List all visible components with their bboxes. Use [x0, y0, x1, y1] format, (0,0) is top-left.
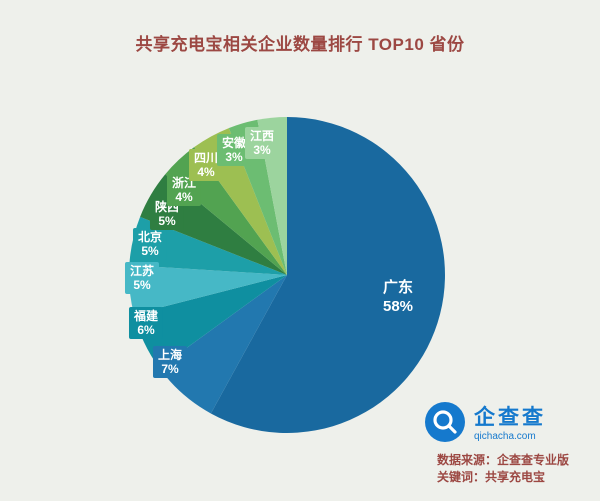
chart-title: 共享充电宝相关企业数量排行 TOP10 省份: [135, 35, 465, 54]
slice-label-江西: 江西 3%: [244, 127, 280, 159]
brand-block: 企查查 qichacha.com: [424, 401, 546, 448]
qichacha-logo-icon: [424, 401, 466, 448]
footer-notes: 数据来源：企查查专业版 关键词：共享充电宝: [437, 452, 569, 486]
pie-slice-上海: [159, 275, 287, 414]
slice-label-广东: 广东 58%: [382, 279, 414, 315]
slice-label-上海: 上海 7%: [152, 346, 188, 378]
pie-slice-北京: [129, 216, 287, 275]
brand-text: 企查查 qichacha.com: [474, 406, 546, 443]
pie-slice-江苏: [128, 265, 287, 315]
slice-label-福建: 福建 6%: [128, 307, 164, 339]
pie-slice-福建: [133, 275, 287, 368]
slice-label-江苏: 江苏 5%: [124, 262, 160, 294]
pie-slice-广东: [210, 117, 445, 433]
brand-name: 企查查: [474, 406, 546, 429]
brand-domain: qichacha.com: [474, 431, 536, 442]
slice-label-北京: 北京 5%: [132, 228, 168, 260]
footer-keyword: 关键词：共享充电宝: [437, 470, 546, 484]
footer-source: 数据来源：企查查专业版: [437, 453, 570, 467]
